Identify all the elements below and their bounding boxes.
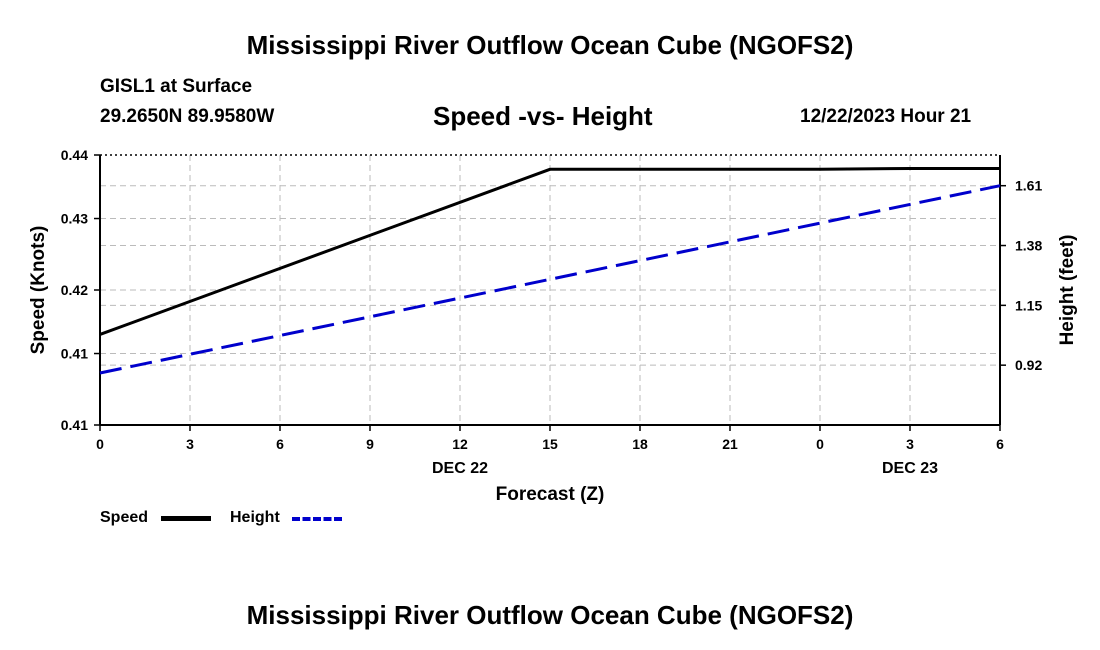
left-y-tick-label: 0.41: [61, 417, 88, 433]
legend-height-label: Height: [230, 509, 280, 526]
right-y-tick-label: 1.61: [1015, 178, 1042, 194]
x-tick-label: 0: [816, 436, 824, 452]
station-name: GISL1 at Surface: [100, 76, 253, 97]
x-tick-label: 0: [96, 436, 104, 452]
legend-speed-swatch: [161, 516, 211, 521]
left-y-tick-label: 0.41: [61, 346, 88, 362]
left-y-tick-label: 0.42: [61, 282, 88, 298]
x-tick-label: 3: [906, 436, 914, 452]
x-date-label: DEC 22: [432, 460, 488, 477]
legend-height-swatch: [292, 517, 342, 521]
x-tick-label: 21: [722, 436, 738, 452]
footer-title: Mississippi River Outflow Ocean Cube (NG…: [246, 600, 854, 630]
left-axis-title: Speed (Knots): [28, 226, 49, 355]
x-tick-label: 9: [366, 436, 374, 452]
x-tick-label: 12: [452, 436, 468, 452]
x-tick-label: 6: [276, 436, 284, 452]
left-y-tick-label: 0.44: [61, 147, 88, 163]
main-title: Mississippi River Outflow Ocean Cube (NG…: [246, 30, 854, 60]
x-date-label: DEC 23: [882, 460, 938, 477]
right-y-tick-label: 1.15: [1015, 297, 1042, 313]
x-axis-title: Forecast (Z): [496, 484, 605, 505]
forecast-datetime: 12/22/2023 Hour 21: [800, 106, 972, 127]
left-y-tick-label: 0.43: [61, 211, 88, 227]
right-axis-title: Height (feet): [1057, 235, 1078, 346]
right-y-tick-label: 0.92: [1015, 357, 1042, 373]
station-coordinates: 29.2650N 89.9580W: [100, 106, 275, 127]
x-tick-label: 15: [542, 436, 558, 452]
legend-speed-label: Speed: [100, 509, 149, 526]
series-line-speed: [99, 167, 1000, 336]
x-tick-label: 6: [996, 436, 1004, 452]
x-tick-label: 18: [632, 436, 648, 452]
x-tick-label: 3: [186, 436, 194, 452]
right-y-tick-label: 1.38: [1015, 238, 1042, 254]
chart-subtitle: Speed -vs- Height: [433, 101, 653, 131]
